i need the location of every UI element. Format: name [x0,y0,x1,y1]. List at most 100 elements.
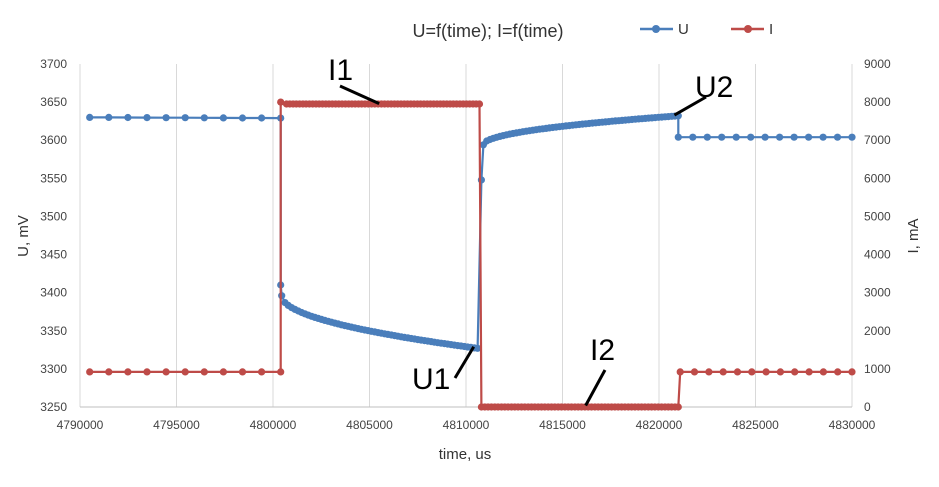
y-left-tick-label: 3350 [40,324,67,338]
point-i [805,368,813,376]
x-tick-label: 4825000 [732,418,779,432]
point-i [834,368,842,376]
point-u [776,133,784,141]
y-left-tick-label: 3650 [40,95,67,109]
point-i [162,368,170,376]
y-right-tick-label: 0 [864,400,871,414]
point-u [790,133,798,141]
point-u [848,133,856,141]
point-i [690,368,699,376]
point-i [705,368,713,376]
point-i [674,403,682,411]
point-u [162,114,170,122]
x-tick-label: 4800000 [250,418,297,432]
point-i [143,368,151,376]
y-right-tick-label: 2000 [864,324,891,338]
point-i [475,100,484,108]
point-i [277,368,285,376]
point-i [277,98,285,106]
point-u [474,344,482,352]
point-u [833,133,842,141]
point-i [86,368,94,376]
annotations: I1 U2 U1 I2 [328,54,733,407]
point-u [761,133,769,141]
point-u [819,133,827,141]
y-left-tick-label: 3300 [40,362,67,376]
point-i [762,368,770,376]
y-axis-left-title: U, mV [15,215,32,257]
point-i [733,368,742,376]
point-i [719,368,727,376]
y-left-tick-label: 3450 [40,248,67,262]
point-i [200,368,208,376]
point-i [124,368,132,376]
point-i [219,368,227,376]
point-i [791,368,799,376]
x-tick-label: 4790000 [57,418,104,432]
y-right-tick-label: 1000 [864,362,891,376]
y-left-tick-label: 3400 [40,286,67,300]
y-left-tick-label: 3600 [40,133,67,147]
legend-i-label: I [769,21,773,38]
annotation-leader-u1 [453,346,476,379]
y-right-tick-label: 6000 [864,171,891,185]
legend-i-marker [744,25,752,33]
grid [79,64,853,408]
point-u [181,114,189,122]
annotation-leader-i2 [584,369,607,407]
y-right-tick-label: 3000 [864,286,891,300]
x-tick-label: 4830000 [829,418,876,432]
y-right-tick-label: 8000 [864,95,891,109]
point-u [86,113,94,121]
y-left-tick-label: 3500 [40,209,67,223]
series-line-i [89,101,852,409]
series-layer [86,98,856,411]
x-tick-label: 4805000 [346,418,393,432]
series-u [86,112,856,352]
series-i [86,98,856,411]
point-i [105,368,113,376]
x-tick-label: 4810000 [443,418,490,432]
chart-title: U=f(time); I=f(time) [412,21,563,41]
point-u [238,114,247,122]
point-i [848,368,856,376]
annotation-label-i2: I2 [590,334,615,367]
point-u [200,114,208,122]
point-u [732,133,740,141]
annotation-leader-i1 [339,84,380,106]
point-i [181,368,189,376]
y-right-tick-label: 4000 [864,248,891,262]
annotation-label-u2: U2 [695,71,733,104]
y-left-tick-label: 3550 [40,171,67,185]
point-u [105,113,113,121]
annotation-leader-u2 [673,95,707,117]
y-right-tick-label: 9000 [864,57,891,71]
y-axis-right-title: I, mA [905,218,922,253]
x-axis-title: time, us [439,446,492,463]
y-left-tick-label: 3700 [40,57,67,71]
y-right-tick-label: 7000 [864,133,891,147]
point-i [258,368,266,376]
tick-labels: 4790000 4795000 4800000 4805000 4810000 48150… [40,57,891,432]
point-u [689,133,697,141]
x-tick-label: 4815000 [539,418,586,432]
point-u [143,114,151,122]
point-u [805,133,813,141]
x-tick-label: 4820000 [636,418,683,432]
annotation-label-u1: U1 [412,363,450,396]
point-i [748,368,756,376]
point-u [703,133,711,141]
y-left-tick-label: 3250 [40,400,67,414]
annotation-label-i1: I1 [328,54,353,87]
point-u [219,114,227,122]
legend-u-marker [652,25,660,33]
point-u [258,114,266,122]
series-line-u [89,114,852,350]
y-right-tick-label: 5000 [864,209,891,223]
point-u [718,133,726,141]
legend: U I [640,21,773,38]
point-i [819,368,828,376]
point-u [747,133,755,141]
